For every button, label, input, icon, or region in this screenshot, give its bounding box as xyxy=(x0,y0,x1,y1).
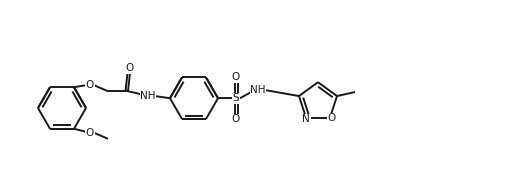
Text: S: S xyxy=(232,93,239,103)
Text: NH: NH xyxy=(250,85,266,95)
Text: NH: NH xyxy=(140,91,156,101)
Text: O: O xyxy=(86,80,94,90)
Text: O: O xyxy=(232,114,240,124)
Text: O: O xyxy=(328,113,336,123)
Text: O: O xyxy=(126,63,134,73)
Text: N: N xyxy=(302,114,310,124)
Text: O: O xyxy=(232,72,240,82)
Text: O: O xyxy=(86,128,94,138)
